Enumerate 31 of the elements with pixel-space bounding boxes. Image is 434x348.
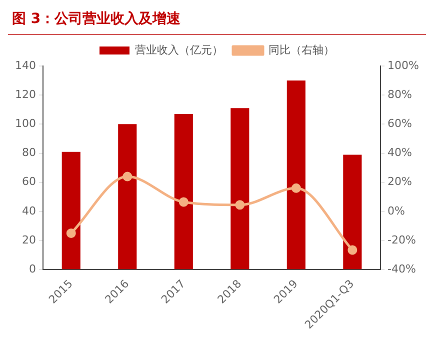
y2-tick-label: 40%: [388, 146, 412, 160]
point: [122, 172, 132, 182]
y-tick-label: 60: [22, 175, 36, 188]
bar: [174, 114, 193, 270]
y2-tick-label: -40%: [388, 262, 416, 276]
bar: [118, 124, 137, 270]
bar: [343, 154, 362, 270]
y-tick-label: 20: [22, 233, 36, 246]
legend-label: 同比（右轴）: [268, 43, 334, 56]
y2-tick-label: 20%: [388, 175, 412, 188]
y2-tick-label: -20%: [388, 233, 416, 246]
y-tick-label: 40: [22, 204, 36, 218]
point: [178, 197, 188, 207]
chart-title: 图 3：公司营业收入及增速: [8, 8, 426, 35]
y-tick-label: 100: [14, 117, 36, 130]
y2-tick-label: 100%: [388, 58, 420, 72]
y-tick-label: 0: [28, 262, 36, 276]
y-tick-label: 140: [14, 58, 36, 72]
y-tick-label: 120: [14, 88, 36, 101]
point: [348, 245, 358, 255]
point: [235, 200, 245, 210]
y2-tick-label: 0%: [388, 204, 406, 218]
y2-tick-label: 60%: [388, 117, 412, 130]
point: [291, 183, 301, 193]
y-tick-label: 80: [22, 146, 36, 160]
point: [66, 228, 76, 238]
bar: [286, 80, 306, 270]
legend-label: 营业收入（亿元）: [135, 43, 223, 56]
bar: [230, 108, 250, 270]
bar: [62, 152, 80, 270]
y2-tick-label: 80%: [388, 88, 412, 101]
